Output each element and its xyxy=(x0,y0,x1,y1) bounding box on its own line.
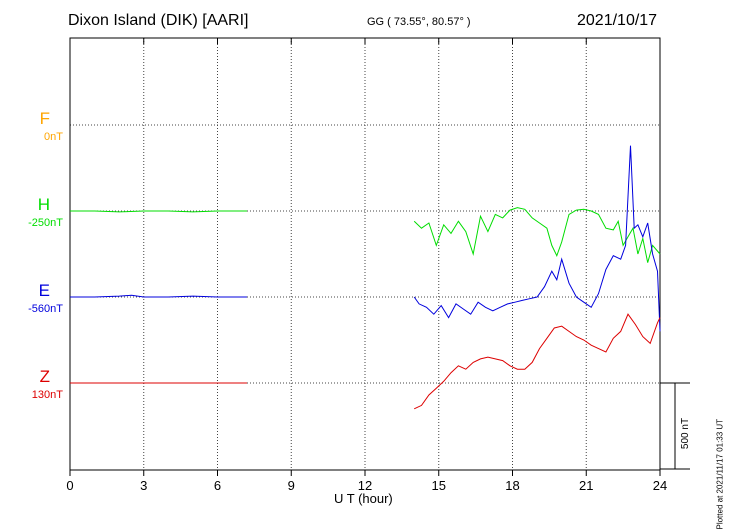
x-tick-label: 12 xyxy=(358,478,372,493)
channel-offset-H: -250nT xyxy=(28,217,63,229)
x-tick-label: 15 xyxy=(432,478,446,493)
plot-grid xyxy=(70,38,660,470)
channel-label-E: E xyxy=(38,281,50,300)
x-tick-label: 18 xyxy=(505,478,519,493)
x-tick-label: 9 xyxy=(288,478,295,493)
date-label: 2021/10/17 xyxy=(577,12,658,29)
series-E-line xyxy=(413,145,661,332)
x-tick-label: 24 xyxy=(653,478,667,493)
plotted-timestamp: Plotted at 2021/11/17 01:33 UT xyxy=(715,418,725,530)
channel-offset-F: 0nT xyxy=(44,131,63,143)
scale-bar xyxy=(660,382,690,470)
channel-offset-Z: 130nT xyxy=(31,389,63,401)
coordinates-label: GG ( 73.55°, 80.57° ) xyxy=(367,16,471,28)
series-Z-line xyxy=(413,313,661,410)
x-axis-ticks: 0 3 6 9 12 15 18 21 24 xyxy=(66,38,667,493)
station-title: Dixon Island (DIK) [AARI] xyxy=(68,12,249,29)
x-tick-label: 21 xyxy=(579,478,593,493)
scale-bar-label: 500 nT xyxy=(680,417,692,450)
channel-label-Z: Z xyxy=(39,367,50,386)
series-E-line xyxy=(70,294,247,298)
series-H-line xyxy=(70,210,247,213)
x-axis-label: U T (hour) xyxy=(334,491,393,506)
channel-label-H: H xyxy=(37,195,50,214)
series-lines xyxy=(70,145,661,410)
series-H-line xyxy=(413,207,661,263)
channel-offset-E: -560nT xyxy=(28,303,63,315)
x-tick-label: 6 xyxy=(214,478,221,493)
x-tick-label: 0 xyxy=(66,478,73,493)
x-tick-label: 3 xyxy=(140,478,147,493)
channel-label-F: F xyxy=(39,109,50,128)
